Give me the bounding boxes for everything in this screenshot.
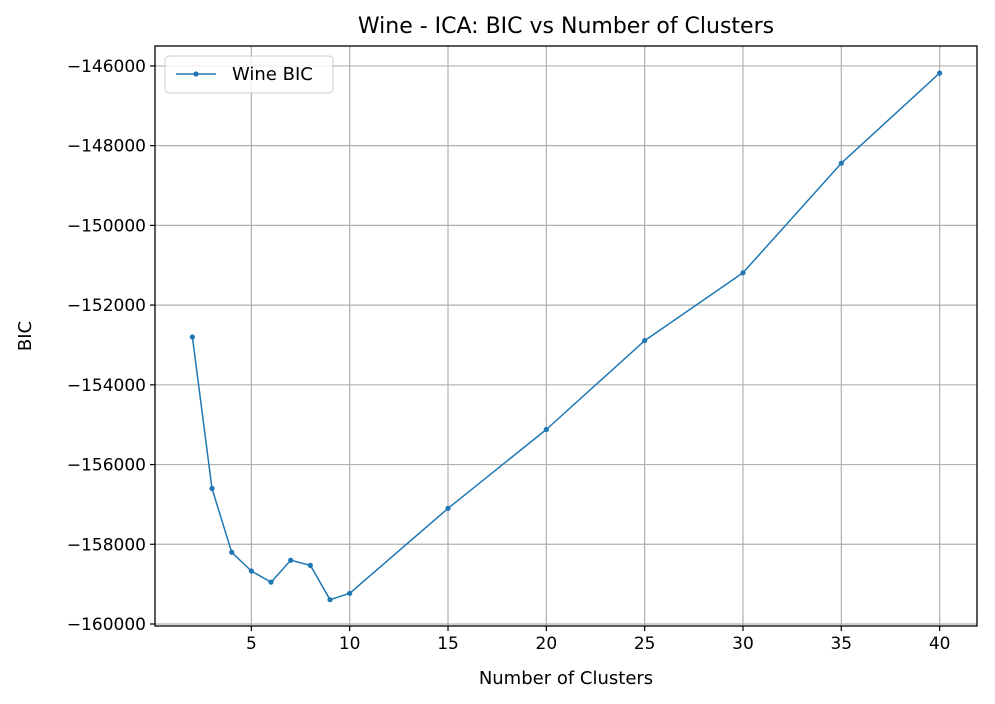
data-point [268, 579, 274, 585]
x-tick-label: 5 [246, 634, 257, 654]
data-point [642, 337, 648, 344]
x-tick-label: 35 [830, 634, 852, 654]
x-tick-label: 20 [536, 634, 558, 654]
plot-frame [154, 45, 978, 627]
y-tick-label: −156000 [67, 456, 146, 476]
x-axis-label: Number of Clusters [479, 668, 653, 689]
x-tick-label: 30 [732, 634, 754, 654]
x-tick-label: 10 [339, 634, 361, 654]
x-tick-label: 25 [634, 634, 656, 654]
grid [155, 46, 977, 626]
data-point [307, 562, 313, 569]
data-point [189, 334, 195, 340]
data-point [347, 590, 353, 596]
legend-label-wine-bic: Wine BIC [232, 64, 313, 85]
y-axis-label: BIC [15, 321, 36, 351]
data-point [248, 568, 254, 574]
y-tick-label: −160000 [67, 615, 146, 635]
y-tick-label: −146000 [67, 57, 146, 77]
data-point [937, 70, 943, 76]
legend-box [164, 55, 334, 94]
data-point [229, 549, 235, 555]
data-point [209, 485, 215, 492]
legend-marker-wine-bic [193, 71, 199, 77]
data-point [838, 160, 844, 166]
x-tick-label: 15 [437, 634, 459, 654]
data-point [445, 505, 451, 512]
chart-title: Wine - ICA: BIC vs Number of Clusters [358, 14, 774, 39]
y-tick-label: −152000 [67, 296, 146, 316]
y-tick-label: −150000 [67, 216, 146, 236]
ticks: 5 10 15 20 25 30 35 40 −160000 −158000 −156000 −154… [67, 57, 951, 654]
data-point [327, 597, 333, 603]
series-layer [189, 70, 943, 603]
x-tick-label: 40 [929, 634, 951, 654]
y-tick-label: −148000 [67, 137, 146, 157]
legend: Wine BIC [164, 55, 334, 94]
y-tick-label: −158000 [67, 535, 146, 555]
data-point [288, 557, 294, 563]
data-point [740, 270, 746, 276]
data-point [543, 426, 549, 433]
y-tick-label: −154000 [67, 376, 146, 396]
